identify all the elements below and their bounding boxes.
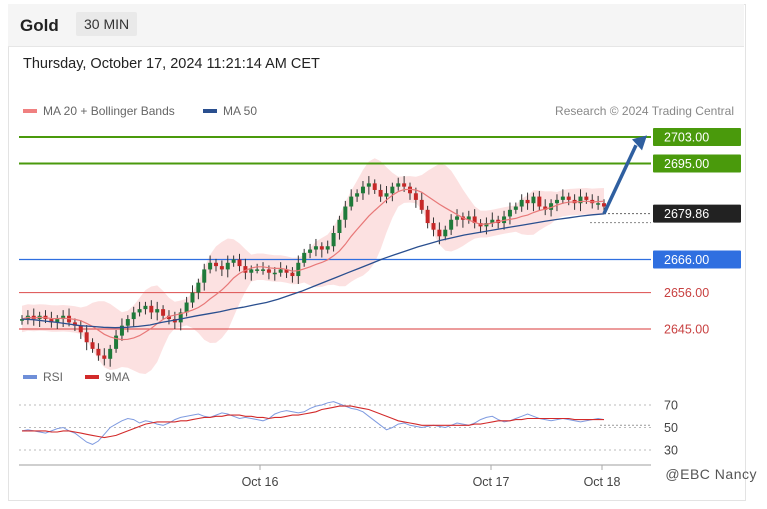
legend-9ma-label: 9MA	[105, 370, 130, 384]
watermark-text: @EBC Nancy	[665, 466, 757, 482]
legend-ma50-label: MA 50	[223, 104, 258, 118]
legend-rsi: RSI	[23, 370, 63, 384]
research-credit: Research © 2024 Trading Central	[555, 104, 734, 118]
legend-rsi-label: RSI	[43, 370, 64, 384]
legend-ma50: MA 50	[203, 104, 257, 118]
timeframe-badge[interactable]: 30 MIN	[76, 12, 138, 36]
timestamp: Thursday, October 17, 2024 11:21:14 AM C…	[23, 56, 320, 72]
legend-ma20: MA 20 + Bollinger Bands	[23, 104, 175, 118]
chart-widget	[8, 4, 746, 501]
widget-header: Gold 30 MIN	[8, 4, 744, 47]
ma50-swatch	[203, 108, 217, 113]
legend-ma20-label: MA 20 + Bollinger Bands	[43, 104, 175, 118]
rsi-swatch	[23, 374, 37, 379]
ma20-swatch	[23, 108, 37, 113]
legend-9ma: 9MA	[85, 370, 130, 384]
ma9-swatch	[85, 374, 99, 379]
instrument-title: Gold	[20, 16, 59, 35]
